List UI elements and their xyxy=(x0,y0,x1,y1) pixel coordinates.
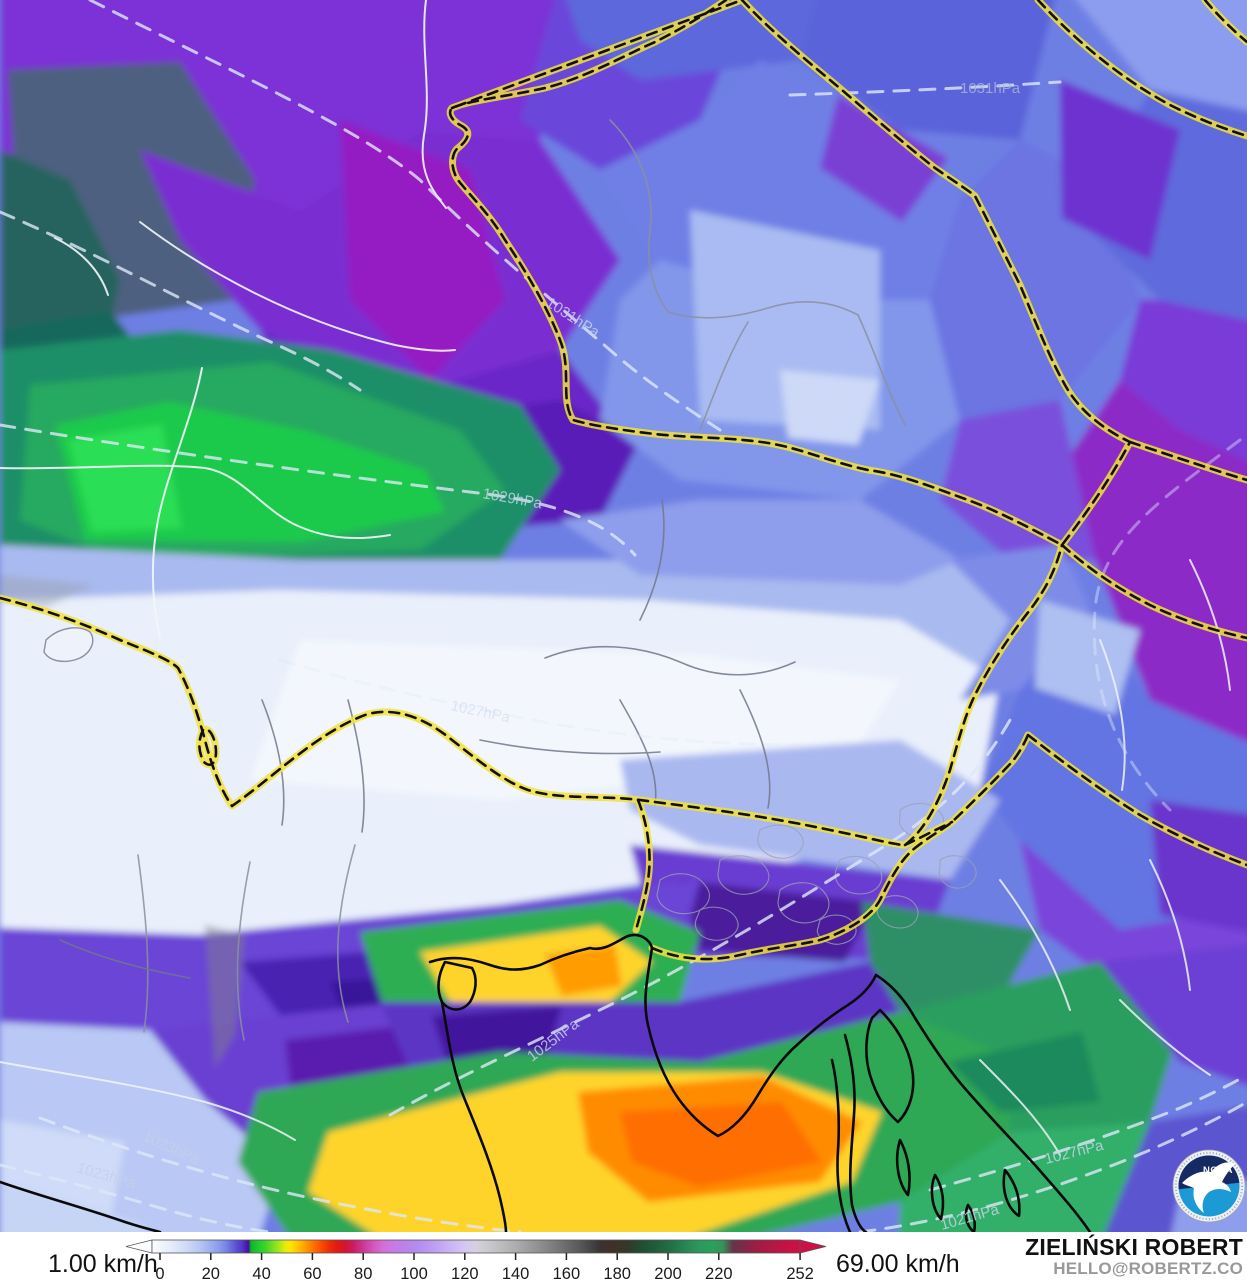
legend-min-label: 1.00 km/h xyxy=(48,1250,158,1278)
attribution-email: HELLO@ROBERTZ.CO xyxy=(1053,1259,1243,1279)
region-borders-white xyxy=(0,0,456,639)
weather-map: 1031hPa 1031hPa 1029hPa 1027hPa 1025hPa … xyxy=(0,0,1247,1232)
noaa-logo-text: NOAA xyxy=(1203,1165,1233,1176)
lake-constance xyxy=(43,627,94,663)
legend-tick-label: 220 xyxy=(705,1265,733,1283)
legend-tick-label: 0 xyxy=(155,1265,164,1283)
legend-tick-label: 252 xyxy=(786,1265,814,1283)
colorbar-right-arrow xyxy=(799,1239,827,1254)
legend-tick-label: 140 xyxy=(502,1265,530,1283)
attribution: ZIELIŃSKI ROBERT HELLO@ROBERTZ.CO xyxy=(1025,1234,1243,1279)
region-borders xyxy=(0,119,1231,1156)
country-borders xyxy=(0,0,1247,963)
noaa-gull-icon xyxy=(1182,1162,1235,1213)
municipal-borders xyxy=(656,802,977,945)
isobar-lines xyxy=(0,0,1247,1232)
legend-tick-label: 40 xyxy=(252,1265,270,1283)
legend-colorbar: 0 20 40 60 80 100 120 140 160 180 200 220 252 xyxy=(125,1239,827,1283)
coastline xyxy=(0,933,1092,1232)
wind-field xyxy=(0,0,1247,1232)
legend-max-label: 69.00 km/h xyxy=(836,1250,960,1278)
legend-tick-label: 200 xyxy=(654,1265,682,1283)
legend-tick-label: 160 xyxy=(553,1265,581,1283)
colorbar-ticks: 0 20 40 60 80 100 120 140 160 180 200 220 252 xyxy=(155,1253,814,1283)
legend-tick-label: 180 xyxy=(603,1265,631,1283)
legend-tick-label: 120 xyxy=(451,1265,479,1283)
legend-tick-label: 80 xyxy=(354,1265,372,1283)
legend-tick-label: 100 xyxy=(400,1265,428,1283)
isobar-label: 1031hPa xyxy=(960,80,1021,97)
noaa-logo: NOAA xyxy=(1172,1149,1246,1223)
legend-bar: 1.00 km/h 0 20 40 60 80 100 120 140 160 180 200 220… xyxy=(0,1232,1247,1287)
colorbar-gradient xyxy=(151,1239,801,1254)
legend-tick-label: 20 xyxy=(202,1265,220,1283)
attribution-name: ZIELIŃSKI ROBERT xyxy=(1025,1234,1243,1260)
legend-tick-label: 60 xyxy=(303,1265,321,1283)
colorbar-left-arrow xyxy=(125,1239,153,1254)
